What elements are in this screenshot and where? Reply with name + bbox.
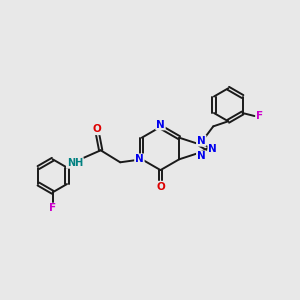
Text: F: F xyxy=(49,203,56,214)
Text: F: F xyxy=(256,111,263,121)
Text: N: N xyxy=(156,119,165,130)
Text: N: N xyxy=(197,151,206,161)
Text: NH: NH xyxy=(67,158,83,168)
Text: O: O xyxy=(156,182,165,192)
Text: N: N xyxy=(208,143,217,154)
Text: N: N xyxy=(197,136,206,146)
Text: N: N xyxy=(135,154,144,164)
Text: O: O xyxy=(93,124,101,134)
